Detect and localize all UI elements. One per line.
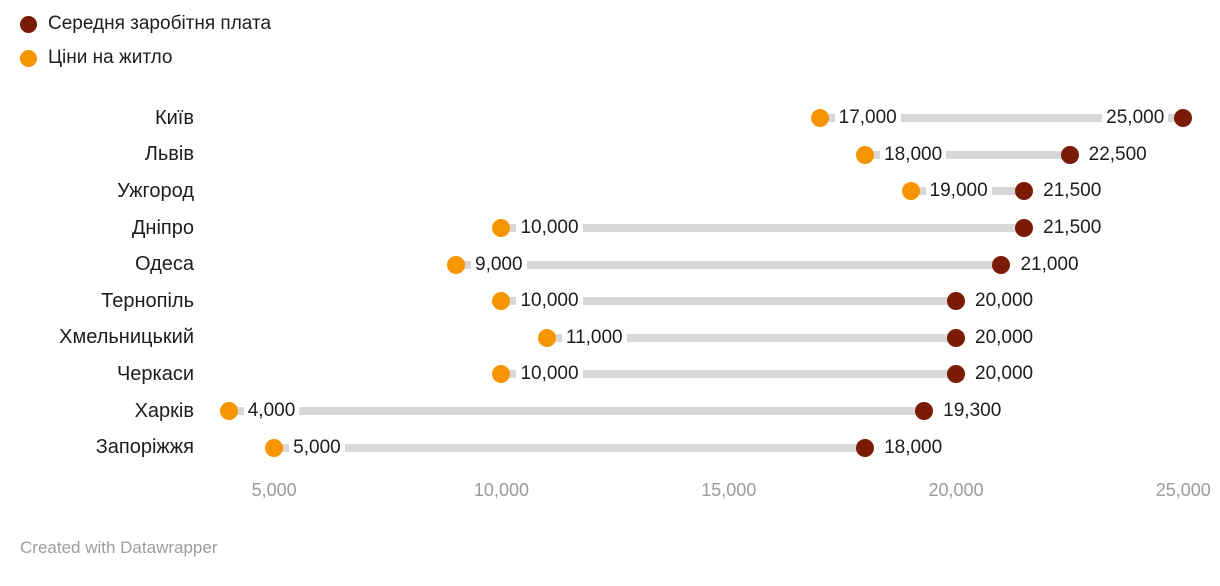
range-plot-chart: Середня заробітня плата Ціни на житло Ки… [14, 12, 1211, 557]
row-track: 11,000 20,000 [206, 320, 1206, 357]
chart-row: Черкаси 10,000 20,000 [14, 356, 1206, 393]
chart-row: Львів 18,000 22,500 [14, 137, 1206, 174]
chart-row: Запоріжжя 5,000 18,000 [14, 429, 1206, 466]
row-track: 19,000 21,500 [206, 173, 1206, 210]
salary-dot [992, 255, 1011, 274]
housing-value-label: 10,000 [516, 290, 583, 313]
category-label: Хмельницький [59, 326, 194, 349]
housing-dot [447, 255, 465, 274]
salary-legend-dot-icon [20, 15, 37, 33]
salary-value-label: 19,300 [939, 400, 1006, 423]
range-connector [274, 443, 866, 452]
chart-row: Ужгород 19,000 21,500 [14, 173, 1206, 210]
category-label: Запоріжжя [95, 436, 194, 459]
row-track: 9,000 21,000 [206, 246, 1206, 283]
row-track: 4,000 19,300 [206, 393, 1206, 430]
category-label: Київ [154, 106, 194, 129]
salary-dot [915, 402, 934, 421]
housing-value-label: 9,000 [471, 253, 527, 276]
range-connector [501, 370, 956, 379]
salary-value-label: 21,500 [1039, 180, 1106, 203]
category-label: Одеса [134, 253, 194, 276]
salary-dot [1015, 182, 1034, 201]
chart-row: Київ 17,000 25,000 [14, 100, 1206, 137]
row-track: 18,000 22,500 [206, 137, 1206, 174]
legend-label-salary: Середня заробітня плата [48, 13, 272, 34]
housing-dot [901, 182, 920, 201]
category-label: Харків [134, 399, 194, 422]
housing-value-label: 10,000 [516, 217, 583, 240]
housing-dot [265, 438, 284, 457]
legend-label-housing: Ціни на житло [48, 47, 173, 68]
x-axis: 5,000 10,000 15,000 20,000 25,000 [206, 474, 1211, 508]
row-track: 5,000 18,000 [206, 429, 1206, 466]
legend-item-salary: Середня заробітня плата [20, 12, 1206, 36]
salary-value-label: 22,500 [1084, 143, 1151, 166]
salary-value-label: 18,000 [880, 436, 947, 459]
salary-dot [856, 438, 875, 457]
category-label: Тернопіль [101, 289, 194, 312]
category-label: Дніпро [131, 216, 194, 239]
chart-row: Харків 4,000 19,300 [14, 393, 1206, 430]
x-tick-label: 25,000 [1155, 479, 1211, 500]
range-connector [228, 407, 925, 416]
row-track: 10,000 20,000 [206, 356, 1206, 393]
housing-dot [219, 402, 238, 421]
legend-item-housing: Ціни на житло [20, 46, 1206, 70]
x-tick-label: 15,000 [701, 479, 757, 500]
row-track: 10,000 20,000 [206, 283, 1206, 320]
x-tick-label: 20,000 [928, 479, 984, 500]
housing-dot [537, 328, 556, 347]
row-track: 17,000 25,000 [206, 100, 1206, 137]
housing-dot [810, 109, 829, 128]
salary-dot [947, 328, 965, 347]
housing-dot [492, 219, 511, 238]
row-track: 10,000 21,500 [206, 210, 1206, 247]
range-connector [456, 260, 1002, 269]
housing-dot [492, 365, 511, 384]
salary-dot [947, 292, 965, 311]
range-connector [819, 114, 1184, 123]
range-connector [501, 297, 956, 306]
range-connector [501, 224, 1025, 233]
housing-value-label: 19,000 [925, 180, 992, 203]
legend: Середня заробітня плата Ціни на житло [20, 12, 1206, 70]
housing-value-label: 5,000 [289, 436, 345, 459]
range-connector [546, 333, 956, 342]
salary-dot [1060, 145, 1079, 164]
category-label: Черкаси [116, 362, 194, 385]
category-label: Львів [144, 143, 194, 166]
salary-dot [1015, 219, 1034, 238]
salary-value-label: 20,000 [971, 363, 1038, 386]
range-connector [865, 150, 1070, 159]
chart-row: Тернопіль 10,000 20,000 [14, 283, 1206, 320]
housing-value-label: 18,000 [880, 143, 947, 166]
housing-value-label: 11,000 [561, 326, 627, 349]
salary-dot [1174, 109, 1193, 128]
salary-value-label: 20,000 [971, 290, 1038, 313]
housing-value-label: 4,000 [243, 400, 300, 423]
category-label: Ужгород [117, 179, 194, 202]
housing-legend-dot-icon [20, 49, 37, 67]
chart-row: Хмельницький 11,000 20,000 [14, 320, 1206, 357]
housing-dot [856, 145, 875, 164]
x-tick-label: 10,000 [473, 479, 529, 500]
salary-value-label: 25,000 [1102, 107, 1169, 130]
salary-value-label: 21,500 [1039, 217, 1106, 240]
salary-value-label: 21,000 [1016, 253, 1083, 276]
housing-value-label: 10,000 [516, 363, 583, 386]
chart-row: Дніпро 10,000 21,500 [14, 210, 1206, 247]
x-tick-label: 5,000 [251, 479, 297, 500]
salary-value-label: 20,000 [971, 326, 1038, 349]
housing-dot [492, 292, 511, 311]
plot-area: Київ 17,000 25,000 Львів 18,000 22,500 Ужгород… [14, 100, 1206, 466]
salary-dot [947, 365, 965, 384]
chart-row: Одеса 9,000 21,000 [14, 246, 1206, 283]
housing-value-label: 17,000 [834, 107, 901, 130]
datawrapper-credit: Created with Datawrapper [20, 537, 218, 557]
